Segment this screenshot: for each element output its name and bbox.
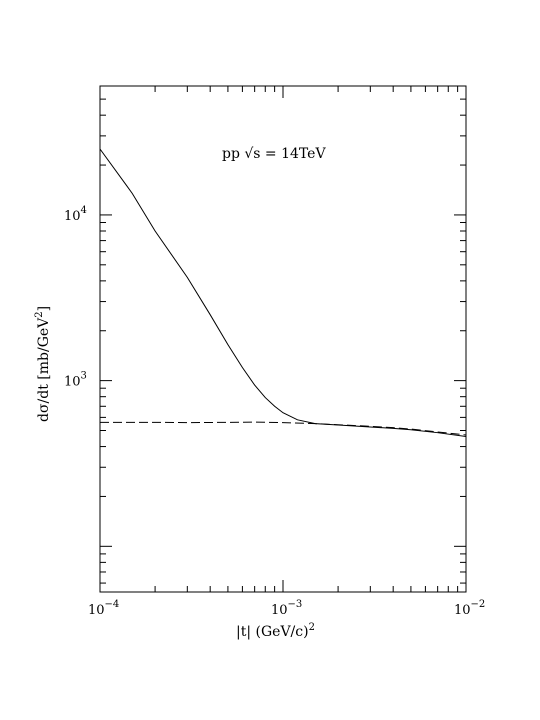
- series-line-dashed: [100, 421, 467, 436]
- y-tick-label-exp: 3: [81, 371, 87, 382]
- x-tick-label-exp: −3: [288, 599, 303, 610]
- x-tick-label: 10−4: [88, 599, 119, 618]
- x-tick-label-base: 10: [454, 603, 471, 618]
- x-tick-labels: 10−4 10−3 10−2: [88, 599, 485, 618]
- x-tick-label-base: 10: [88, 603, 105, 618]
- y-tick-label-base: 10: [64, 209, 81, 224]
- x-tick-label-exp: −4: [105, 599, 120, 610]
- x-axis-label-text: |t| (GeV/c): [236, 624, 309, 640]
- x-tick-label: 10−2: [454, 599, 485, 618]
- y-tick-label: 104: [64, 205, 87, 224]
- x-tick-label-exp: −2: [471, 599, 486, 610]
- y-axis-label-close: ]: [36, 306, 52, 311]
- y-tick-label-base: 10: [64, 375, 81, 390]
- y-axis-label-exp: 2: [34, 311, 45, 317]
- y-axis-label: dσ/dt [mb/GeV2]: [34, 306, 52, 422]
- x-tick-label: 10−3: [271, 599, 302, 618]
- y-minor-ticks: [100, 85, 466, 584]
- x-axis-label: |t| (GeV/c)2: [236, 622, 315, 640]
- x-minor-ticks: [99, 86, 467, 592]
- y-tick-label: 103: [64, 371, 87, 390]
- chart-annotation: pp √s = 14TeV: [222, 146, 326, 162]
- y-axis-label-text: dσ/dt [mb/GeV: [36, 317, 52, 422]
- series-layer: [99, 148, 467, 437]
- series-line-solid: [99, 148, 467, 437]
- y-tick-label-exp: 4: [81, 205, 87, 216]
- x-axis-label-exp: 2: [309, 622, 315, 633]
- x-tick-label-base: 10: [271, 603, 288, 618]
